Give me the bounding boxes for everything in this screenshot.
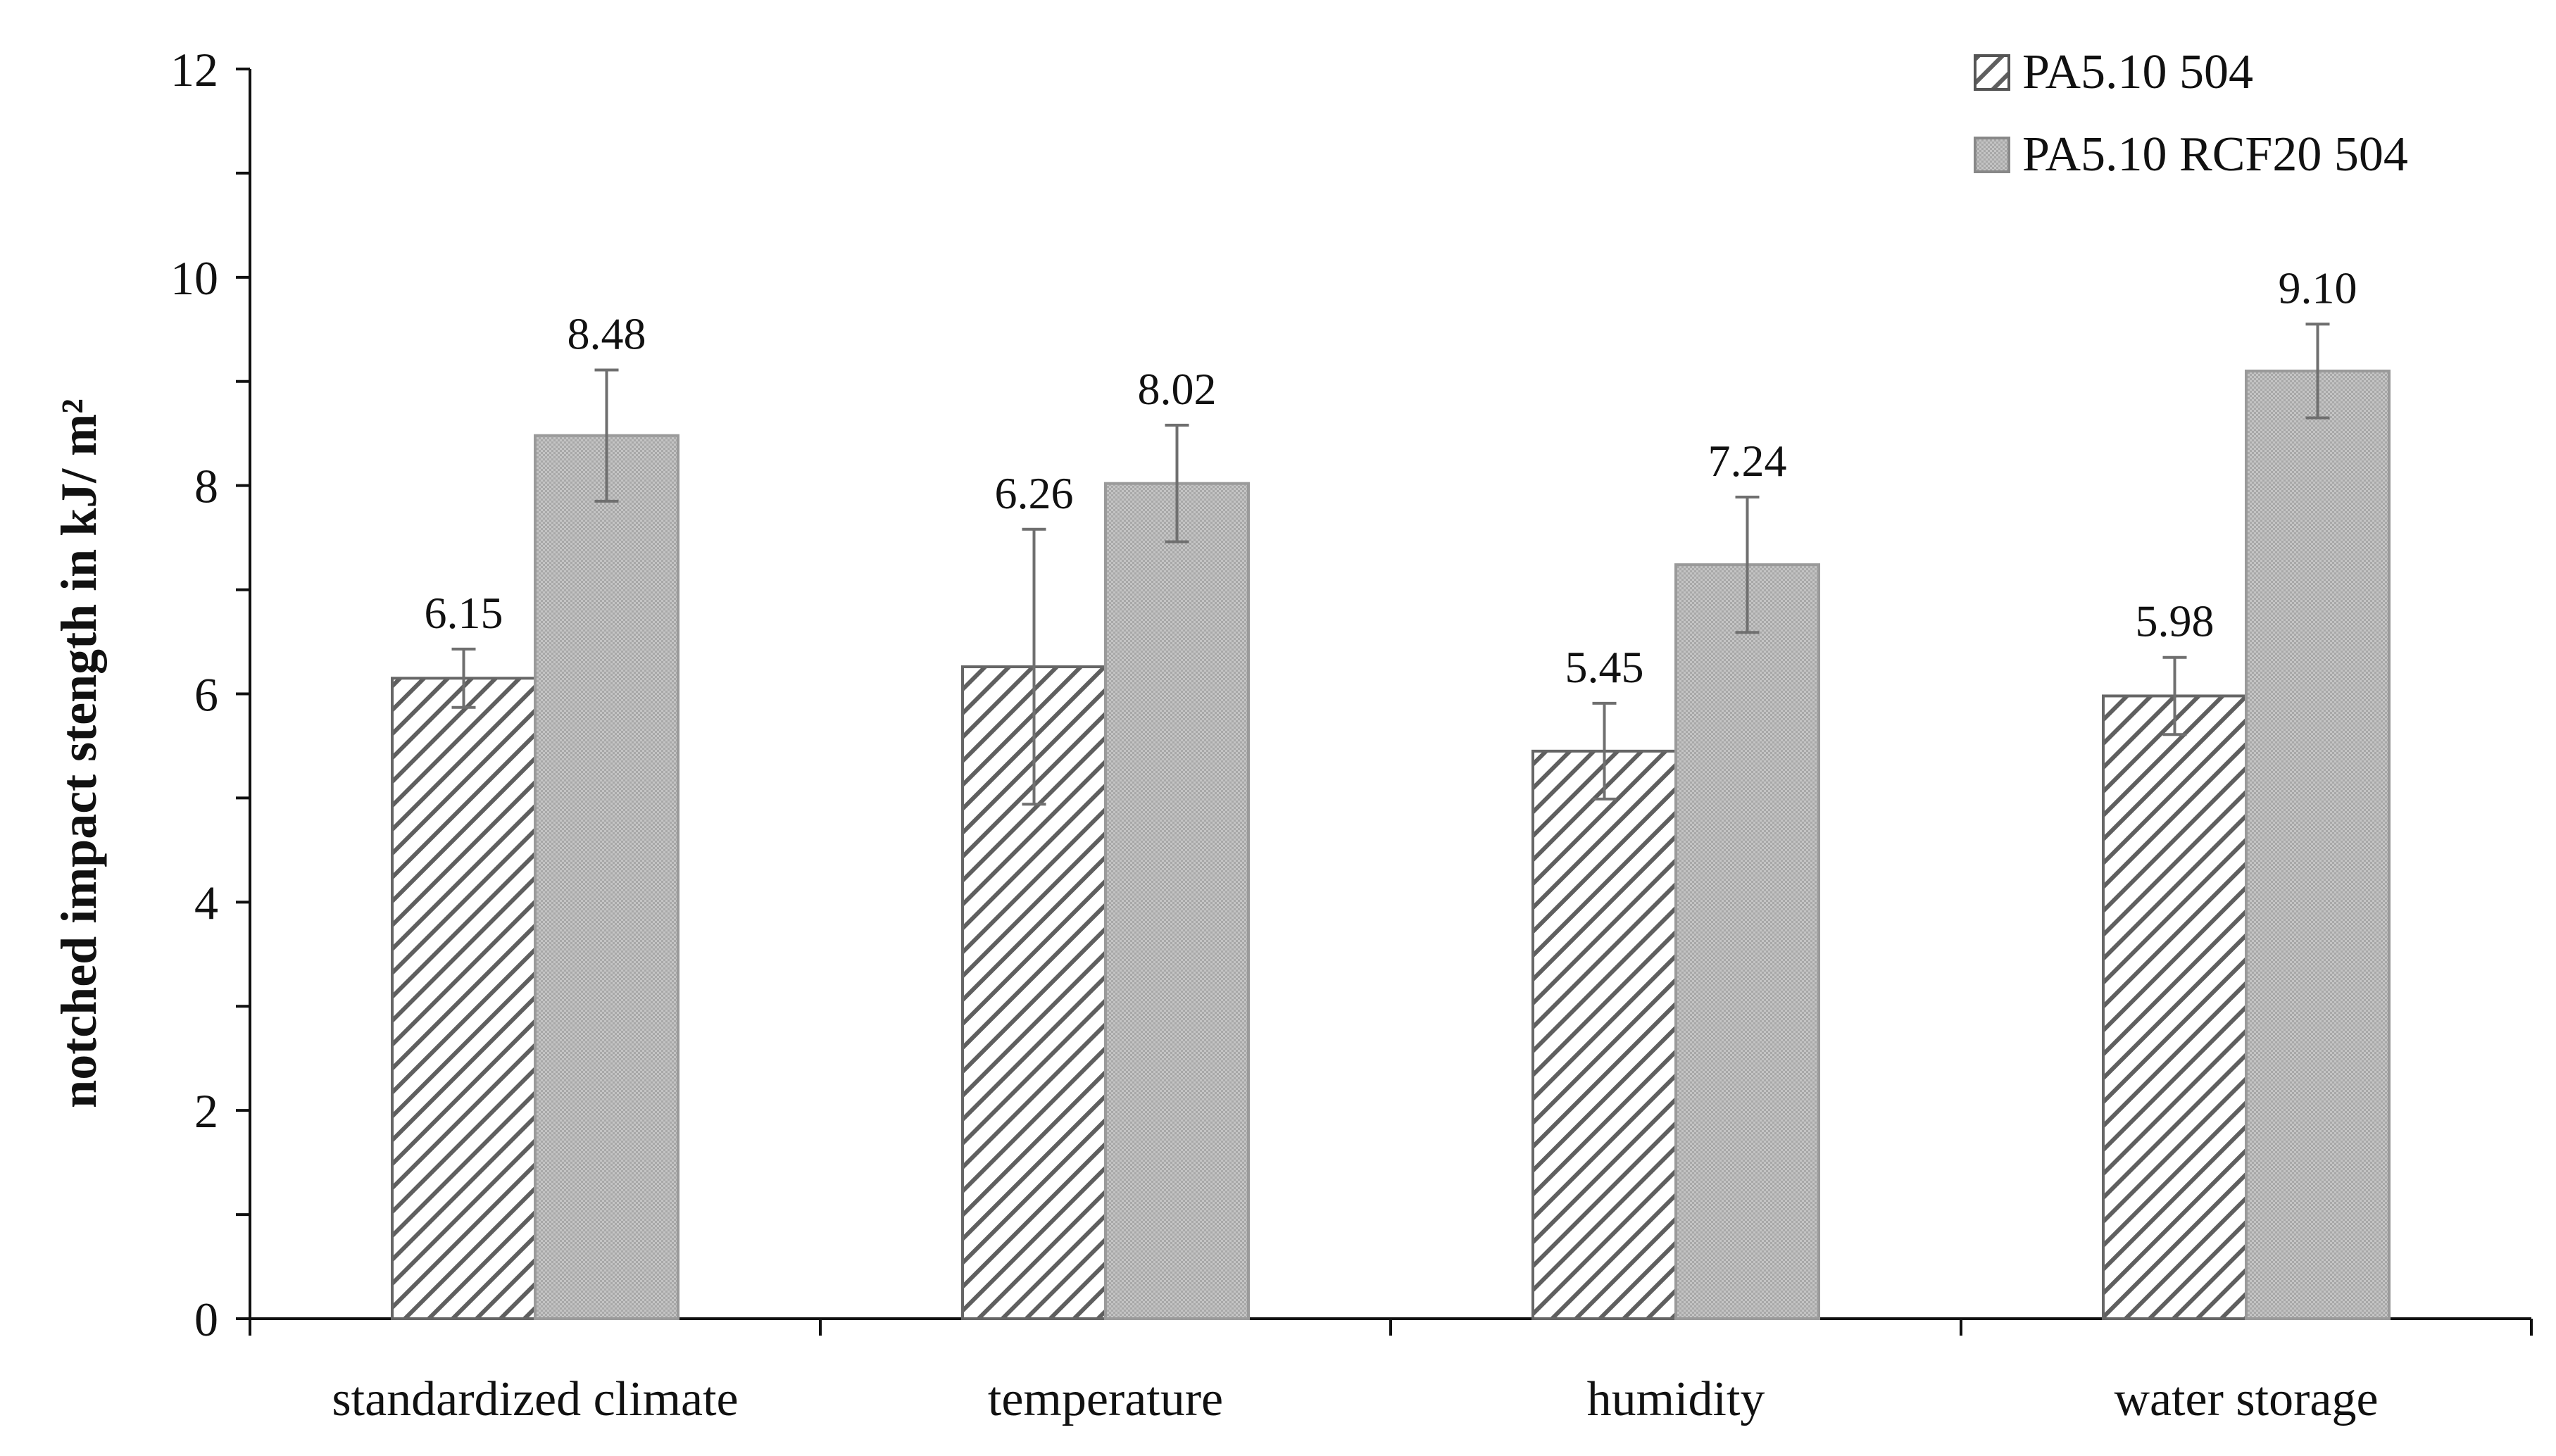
y-axis-label: notched impact stength in kJ/ m² <box>51 398 107 1108</box>
data-label: 8.48 <box>568 308 646 358</box>
bars <box>391 369 2391 1321</box>
category-labels: standardized climate temperature humidity w… <box>332 1372 2378 1426</box>
y-tick-label: 12 <box>170 43 218 96</box>
y-tick-label: 10 <box>170 251 218 305</box>
data-label: 9.10 <box>2279 263 2357 313</box>
legend-swatch-pa510-504 <box>1974 54 2010 91</box>
x-category-label: water storage <box>2114 1372 2378 1426</box>
y-ticks: 0 2 4 6 8 10 12 <box>170 43 250 1346</box>
legend-label-pa510-rcf20-504: PA5.10 RCF20 504 <box>2022 127 2408 182</box>
data-label: 8.02 <box>1138 364 1217 414</box>
bar <box>2102 694 2248 1320</box>
bar <box>534 434 679 1321</box>
bar <box>1674 563 1820 1320</box>
bar <box>1531 749 1677 1320</box>
data-label: 6.15 <box>425 588 503 638</box>
data-label: 5.45 <box>1565 642 1644 692</box>
bar <box>1104 482 1250 1320</box>
y-tick-label: 8 <box>194 460 218 513</box>
legend: PA5.10 504 PA5.10 RCF20 504 <box>1974 45 2408 182</box>
error-bars <box>451 322 2330 806</box>
x-category-label: temperature <box>988 1372 1223 1426</box>
x-category-label: standardized climate <box>332 1372 738 1426</box>
bar <box>391 677 537 1320</box>
legend-swatch-pa510-rcf20-504 <box>1974 137 2010 173</box>
y-axis-title: notched impact stength in kJ/ m² <box>51 398 107 1108</box>
data-label: 7.24 <box>1708 436 1787 486</box>
x-category-label: humidity <box>1587 1372 1765 1426</box>
data-label: 6.26 <box>995 468 1074 518</box>
data-label: 5.98 <box>2136 596 2214 646</box>
data-labels: 6.15 8.48 6.26 8.02 5.45 7.24 5.98 9.10 <box>425 263 2357 691</box>
bar <box>2245 369 2391 1320</box>
y-tick-label: 6 <box>194 668 218 722</box>
y-tick-label: 4 <box>194 876 218 929</box>
legend-label-pa510-504: PA5.10 504 <box>2022 45 2253 99</box>
y-tick-label: 0 <box>194 1293 218 1346</box>
y-tick-label: 2 <box>194 1084 218 1138</box>
